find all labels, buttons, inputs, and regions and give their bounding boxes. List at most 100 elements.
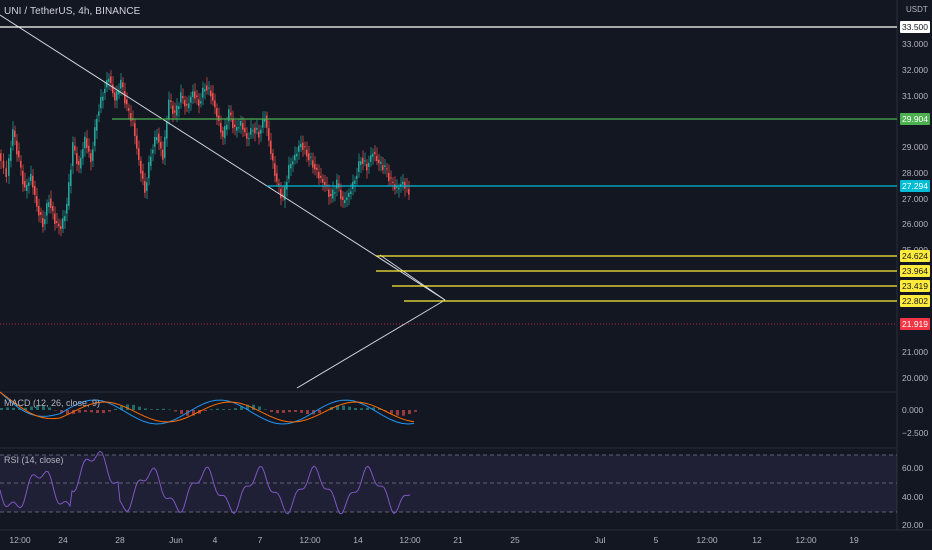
candle-body bbox=[348, 192, 350, 197]
candle-body bbox=[302, 142, 304, 150]
candle-body bbox=[370, 155, 372, 162]
candle-body bbox=[372, 153, 374, 157]
triangle-upper-edge bbox=[379, 254, 446, 301]
candle-body bbox=[164, 136, 166, 158]
candle-body bbox=[54, 213, 56, 224]
rsi-tick: 60.00 bbox=[902, 463, 924, 473]
candle-body bbox=[316, 167, 318, 170]
time-tick: 24 bbox=[58, 535, 68, 545]
macd-histogram-bar bbox=[180, 410, 183, 415]
candle-body bbox=[28, 182, 30, 186]
candle-body bbox=[216, 108, 218, 117]
macd-histogram-bar bbox=[84, 410, 87, 412]
candle-body bbox=[80, 157, 82, 169]
candle-body bbox=[374, 151, 376, 155]
candle-body bbox=[118, 91, 120, 95]
macd-histogram-bar bbox=[372, 407, 375, 410]
candle-body bbox=[190, 96, 192, 103]
candle-body bbox=[8, 158, 10, 176]
candle-body bbox=[224, 125, 226, 139]
candle-body bbox=[252, 130, 254, 132]
candle-body bbox=[24, 180, 26, 188]
macd-histogram-bar bbox=[96, 410, 99, 414]
candle-body bbox=[146, 182, 148, 191]
candle-body bbox=[298, 145, 300, 152]
symbol-title[interactable]: UNI / TetherUS, 4h, BINANCE bbox=[4, 6, 141, 17]
candle-body bbox=[240, 121, 242, 126]
candle-body bbox=[264, 118, 266, 122]
candle-body bbox=[234, 124, 236, 128]
candle-body bbox=[280, 188, 282, 199]
candle-body bbox=[26, 184, 28, 191]
macd-histogram-bar bbox=[210, 409, 213, 410]
time-tick: 5 bbox=[653, 535, 659, 545]
candle-body bbox=[318, 171, 320, 179]
candle-body bbox=[310, 156, 312, 158]
candle-body bbox=[194, 91, 196, 99]
macd-histogram-bar bbox=[396, 410, 399, 416]
macd-histogram-bar bbox=[342, 405, 345, 410]
candle-body bbox=[148, 162, 150, 179]
macd-histogram-bar bbox=[360, 408, 363, 410]
macd-histogram-bar bbox=[12, 407, 15, 410]
macd-histogram-bar bbox=[264, 409, 267, 410]
level-price-tag[interactable]: 27.294 bbox=[900, 180, 930, 192]
candle-body bbox=[184, 100, 186, 107]
level-price-tag[interactable]: 24.624 bbox=[900, 250, 930, 262]
level-price-tag[interactable]: 22.802 bbox=[900, 295, 930, 307]
candle-body bbox=[382, 165, 384, 171]
candle-body bbox=[38, 206, 40, 216]
candle-body bbox=[170, 100, 172, 103]
price-tick: 33.000 bbox=[902, 39, 928, 49]
candle-body bbox=[324, 181, 326, 185]
macd-label[interactable]: MACD (12, 26, close, 9) bbox=[4, 398, 101, 408]
candle-body bbox=[140, 160, 142, 174]
candle-body bbox=[90, 153, 92, 163]
candle-body bbox=[250, 128, 252, 135]
rsi-label[interactable]: RSI (14, close) bbox=[4, 455, 64, 465]
candle-body bbox=[206, 85, 208, 91]
candle-body bbox=[192, 91, 194, 98]
candle-body bbox=[228, 109, 230, 122]
candle-body bbox=[328, 189, 330, 197]
level-price-tag[interactable]: 33.500 bbox=[900, 21, 930, 33]
candle-body bbox=[208, 87, 210, 89]
candle-body bbox=[114, 92, 116, 101]
level-price-tag[interactable]: 23.964 bbox=[900, 265, 930, 277]
macd-histogram-bar bbox=[36, 405, 39, 410]
level-price-tag[interactable]: 29.904 bbox=[900, 113, 930, 125]
candle-body bbox=[76, 153, 78, 164]
macd-histogram-bar bbox=[300, 410, 303, 413]
candle-body bbox=[74, 145, 76, 151]
candle-body bbox=[40, 212, 42, 215]
candle-body bbox=[300, 143, 302, 148]
candle-body bbox=[218, 115, 220, 121]
macd-histogram-bar bbox=[162, 408, 165, 410]
candle-body bbox=[340, 189, 342, 200]
candle-body bbox=[78, 160, 80, 165]
macd-histogram-bar bbox=[144, 408, 147, 410]
candle-body bbox=[242, 123, 244, 130]
macd-histogram-bar bbox=[306, 410, 309, 415]
candle-body bbox=[270, 140, 272, 154]
price-tick: 31.000 bbox=[902, 91, 928, 101]
candle-body bbox=[314, 163, 316, 170]
macd-histogram-bar bbox=[204, 410, 207, 412]
candle-body bbox=[276, 173, 278, 182]
macd-histogram-bar bbox=[408, 410, 411, 415]
candle-body bbox=[260, 129, 262, 134]
macd-histogram-bar bbox=[240, 406, 243, 410]
candle-body bbox=[330, 193, 332, 196]
candle-body bbox=[36, 195, 38, 207]
price-tick: 21.000 bbox=[902, 347, 928, 357]
macd-histogram-bar bbox=[150, 409, 153, 410]
candle-body bbox=[350, 191, 352, 194]
level-price-tag[interactable]: 23.419 bbox=[900, 280, 930, 292]
descending-trendline bbox=[0, 14, 446, 301]
candle-body bbox=[22, 170, 24, 185]
candle-body bbox=[160, 141, 162, 149]
candle-body bbox=[236, 126, 238, 131]
candle-body bbox=[5, 168, 7, 177]
macd-histogram-bar bbox=[30, 406, 33, 410]
